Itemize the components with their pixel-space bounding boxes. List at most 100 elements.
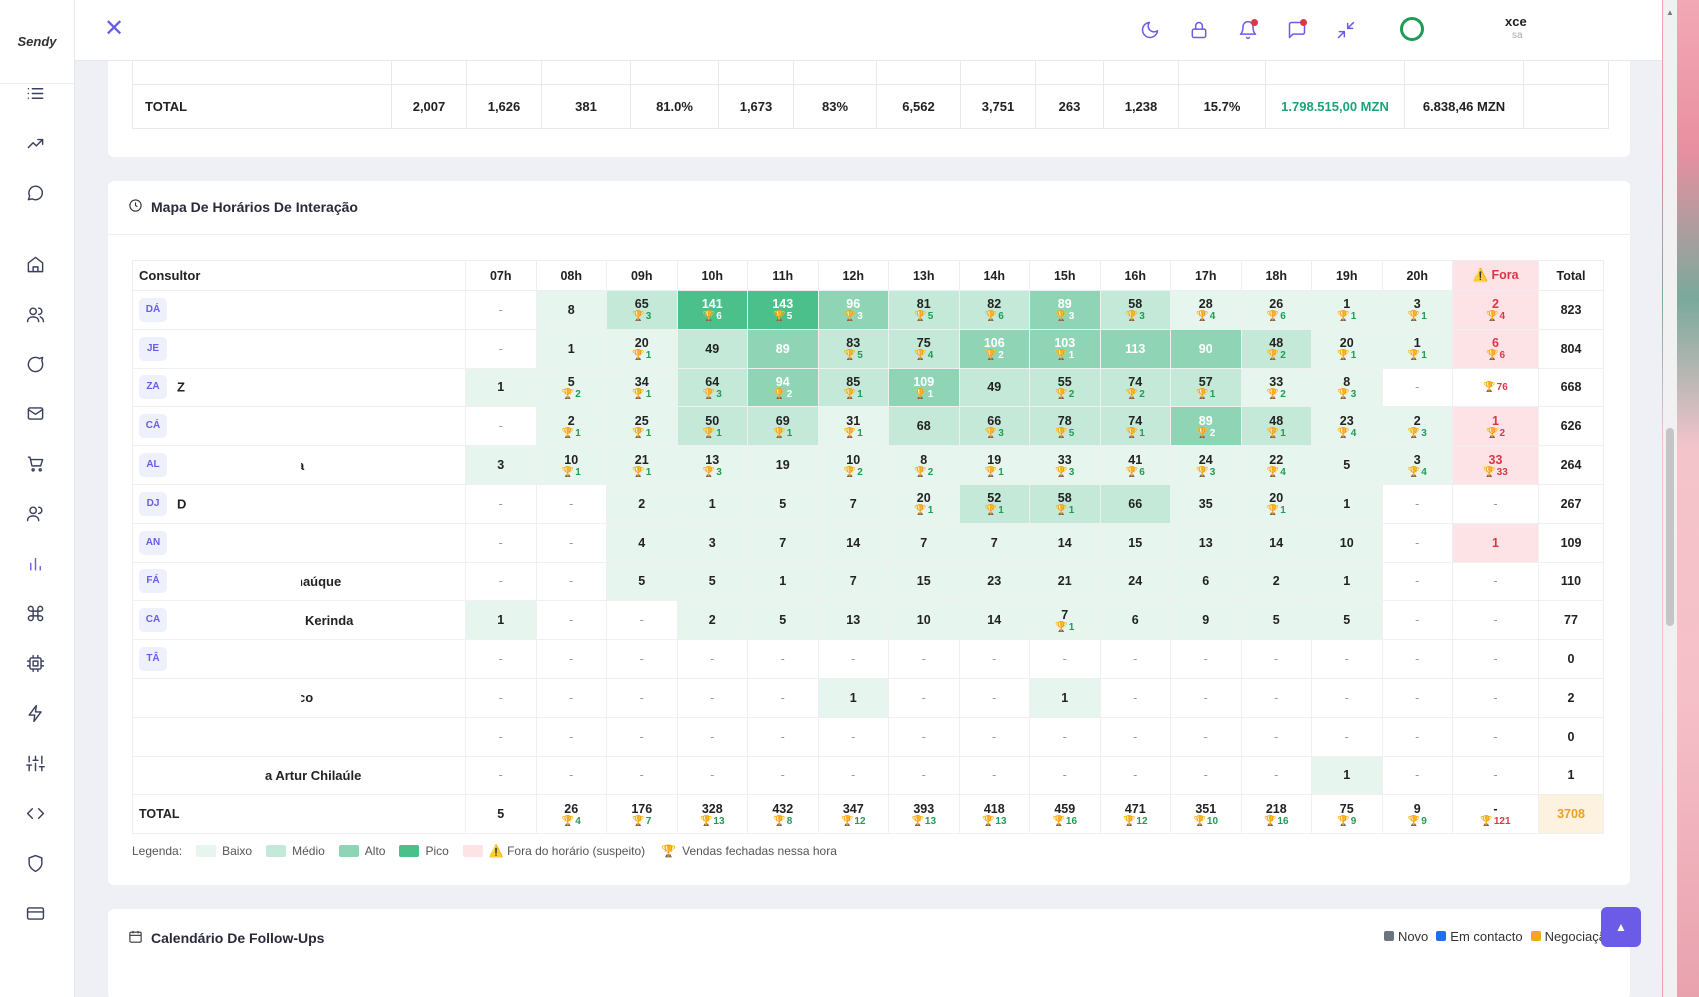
heatmap-cell[interactable]: -: [1099, 755, 1171, 796]
heatmap-cell[interactable]: 963: [817, 290, 889, 330]
consultant-cell[interactable]: ALa: [132, 445, 466, 485]
heatmap-cell[interactable]: 815: [888, 290, 960, 330]
outside-hours-cell[interactable]: 66: [1452, 328, 1539, 369]
heatmap-cell[interactable]: 571: [1170, 367, 1242, 408]
consultant-cell[interactable]: ZA Z: [132, 367, 466, 408]
heatmap-cell[interactable]: 21: [1029, 561, 1101, 602]
home-icon[interactable]: [22, 251, 48, 277]
heatmap-cell[interactable]: 191: [958, 445, 1030, 485]
heatmap-cell[interactable]: 892: [1170, 406, 1242, 447]
mail-icon[interactable]: [22, 400, 48, 426]
heatmap-cell[interactable]: 7: [888, 522, 960, 563]
consultant-cell[interactable]: ncisco: [132, 677, 466, 718]
outside-hours-cell[interactable]: -: [1452, 716, 1539, 757]
heatmap-cell[interactable]: 24: [1099, 561, 1171, 602]
list-icon[interactable]: [22, 80, 48, 106]
heatmap-cell[interactable]: 90: [1170, 328, 1242, 369]
heatmap-cell[interactable]: 14: [817, 522, 889, 563]
scrollbar[interactable]: ▲: [1663, 0, 1677, 997]
heatmap-cell[interactable]: -: [958, 716, 1030, 757]
heatmap-cell[interactable]: 71: [1029, 600, 1101, 641]
consultant-cell[interactable]: TÂ: [132, 639, 466, 679]
heatmap-cell[interactable]: -: [1311, 639, 1383, 679]
heatmap-cell[interactable]: -: [535, 677, 607, 718]
heatmap-cell[interactable]: -: [465, 406, 537, 447]
heatmap-cell[interactable]: 243: [1170, 445, 1242, 485]
heatmap-cell[interactable]: -: [465, 755, 537, 796]
heatmap-cell[interactable]: -: [1381, 716, 1453, 757]
heatmap-cell[interactable]: 3: [676, 522, 748, 563]
heatmap-cell[interactable]: -: [465, 639, 537, 679]
heatmap-cell[interactable]: -: [1381, 522, 1453, 563]
heatmap-cell[interactable]: -: [535, 755, 607, 796]
scroll-up-icon[interactable]: ▲: [1666, 8, 1674, 17]
heatmap-cell[interactable]: 1031: [1029, 328, 1101, 369]
heatmap-cell[interactable]: 201: [888, 483, 960, 524]
heatmap-cell[interactable]: -: [1240, 755, 1312, 796]
heatmap-cell[interactable]: 68: [888, 406, 960, 447]
heatmap-cell[interactable]: -: [1029, 755, 1101, 796]
heatmap-cell[interactable]: 3: [465, 445, 537, 485]
bar-chart-icon[interactable]: [22, 550, 48, 576]
heatmap-cell[interactable]: 7: [817, 561, 889, 602]
heatmap-cell[interactable]: 893: [1029, 290, 1101, 330]
heatmap-cell[interactable]: -: [676, 755, 748, 796]
outside-hours-cell[interactable]: -: [1452, 639, 1539, 679]
heatmap-cell[interactable]: 1: [1311, 561, 1383, 602]
heatmap-cell[interactable]: -: [817, 716, 889, 757]
heatmap-cell[interactable]: -: [1170, 677, 1242, 718]
heatmap-cell[interactable]: 1435: [747, 290, 819, 330]
heatmap-cell[interactable]: -: [817, 639, 889, 679]
consultant-cell[interactable]: DJ D: [132, 483, 466, 524]
heatmap-cell[interactable]: -: [1381, 367, 1453, 408]
minimize-icon[interactable]: [1332, 16, 1360, 44]
heatmap-cell[interactable]: -: [1381, 600, 1453, 641]
heatmap-cell[interactable]: -: [958, 755, 1030, 796]
heatmap-cell[interactable]: 2: [606, 483, 678, 524]
heatmap-cell[interactable]: 1091: [888, 367, 960, 408]
scroll-thumb[interactable]: [1666, 428, 1674, 626]
heatmap-cell[interactable]: 741: [1099, 406, 1171, 447]
heatmap-cell[interactable]: 835: [817, 328, 889, 369]
heatmap-cell[interactable]: 13: [1170, 522, 1242, 563]
heatmap-cell[interactable]: 10: [1311, 522, 1383, 563]
heatmap-cell[interactable]: 1416: [676, 290, 748, 330]
heatmap-cell[interactable]: 8: [535, 290, 607, 330]
heatmap-cell[interactable]: 101: [535, 445, 607, 485]
heatmap-cell[interactable]: 14: [1029, 522, 1101, 563]
heatmap-cell[interactable]: 5: [747, 483, 819, 524]
consultant-cell[interactable]: AN: [132, 522, 466, 563]
bell-icon[interactable]: [1234, 16, 1262, 44]
heatmap-cell[interactable]: 201: [606, 328, 678, 369]
heatmap-cell[interactable]: -: [676, 677, 748, 718]
team-icon[interactable]: [22, 500, 48, 526]
heatmap-cell[interactable]: -: [465, 522, 537, 563]
heatmap-cell[interactable]: -: [535, 561, 607, 602]
heatmap-cell[interactable]: 284: [1170, 290, 1242, 330]
heatmap-cell[interactable]: 66: [1099, 483, 1171, 524]
heatmap-cell[interactable]: 133: [676, 445, 748, 485]
heatmap-cell[interactable]: -: [606, 755, 678, 796]
heatmap-cell[interactable]: 341: [606, 367, 678, 408]
heatmap-cell[interactable]: -: [1311, 716, 1383, 757]
outside-hours-cell[interactable]: 76: [1452, 367, 1539, 408]
heatmap-cell[interactable]: 13: [817, 600, 889, 641]
heatmap-cell[interactable]: 34: [1381, 445, 1453, 485]
app-logo[interactable]: Sendy: [0, 0, 74, 84]
heatmap-cell[interactable]: 23: [1381, 406, 1453, 447]
heatmap-cell[interactable]: 201: [1240, 483, 1312, 524]
heatmap-cell[interactable]: -: [747, 755, 819, 796]
heatmap-cell[interactable]: -: [1099, 677, 1171, 718]
heatmap-cell[interactable]: 2: [676, 600, 748, 641]
heatmap-cell[interactable]: 1: [1311, 755, 1383, 796]
heatmap-cell[interactable]: -: [465, 290, 537, 330]
heatmap-cell[interactable]: 224: [1240, 445, 1312, 485]
moon-icon[interactable]: [1136, 16, 1164, 44]
heatmap-cell[interactable]: 6: [1170, 561, 1242, 602]
heatmap-cell[interactable]: -: [958, 677, 1030, 718]
consultant-cell[interactable]: CÁ: [132, 406, 466, 447]
users-icon[interactable]: [22, 301, 48, 327]
heatmap-cell[interactable]: -: [1240, 677, 1312, 718]
heatmap-cell[interactable]: 49: [958, 367, 1030, 408]
heatmap-cell[interactable]: -: [747, 716, 819, 757]
